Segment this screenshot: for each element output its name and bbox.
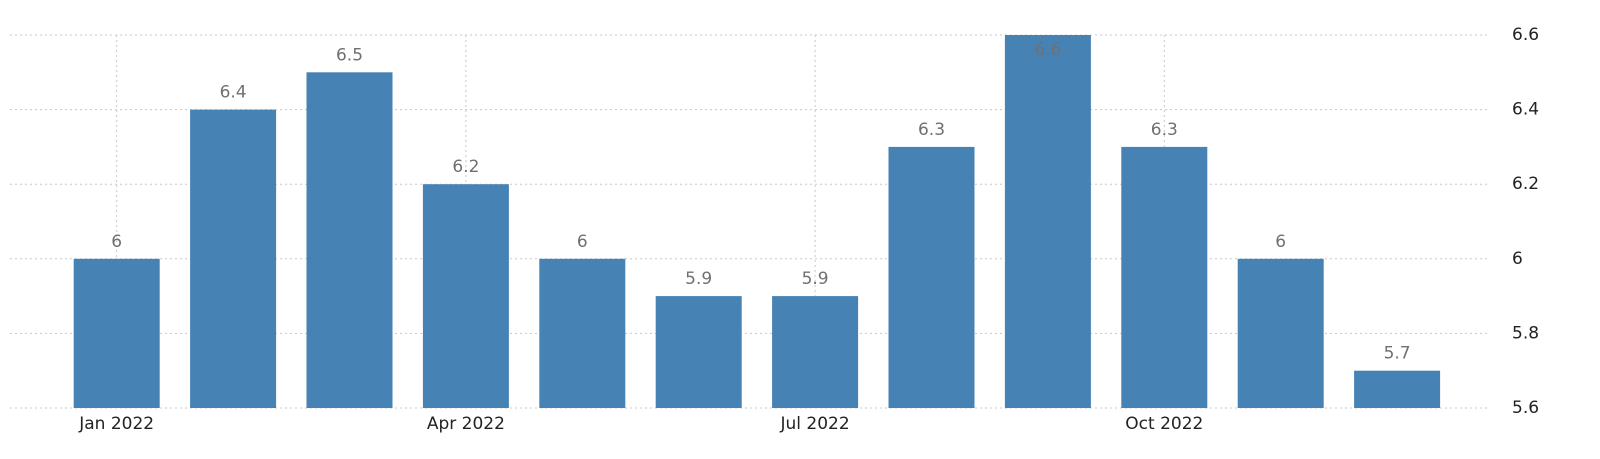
y-tick-label: 6 (1512, 249, 1523, 269)
value-label: 6.2 (452, 157, 479, 177)
y-tick-label: 5.8 (1512, 323, 1539, 343)
bar (306, 72, 393, 409)
y-tick-label: 5.6 (1512, 398, 1539, 418)
y-tick-label: 6.6 (1512, 25, 1539, 45)
bar (1121, 146, 1208, 408)
bar (655, 296, 742, 408)
bar (1237, 258, 1324, 408)
y-tick-label: 6.2 (1512, 174, 1539, 194)
value-label: 6 (111, 232, 122, 252)
value-label: 5.7 (1384, 344, 1411, 364)
x-tick-label: Apr 2022 (427, 414, 505, 434)
x-tick-label: Jul 2022 (780, 414, 850, 434)
bar (73, 258, 160, 408)
value-label: 6.3 (1151, 120, 1178, 140)
x-tick-label: Oct 2022 (1125, 414, 1203, 434)
value-label: 6.4 (220, 83, 247, 103)
bar (772, 296, 859, 408)
bar (1004, 35, 1091, 408)
value-label: 6.6 (1034, 40, 1061, 60)
value-label: 6.5 (336, 45, 363, 65)
bar (1354, 370, 1441, 408)
y-tick-label: 6.4 (1512, 100, 1539, 120)
bar (422, 184, 509, 408)
value-label: 6.3 (918, 120, 945, 140)
x-tick-label: Jan 2022 (78, 414, 154, 434)
value-label: 6 (1275, 232, 1286, 252)
bar (539, 258, 626, 408)
value-label: 6 (577, 232, 588, 252)
value-label: 5.9 (802, 269, 829, 289)
bar (888, 146, 975, 408)
value-label: 5.9 (685, 269, 712, 289)
bar (190, 109, 277, 408)
